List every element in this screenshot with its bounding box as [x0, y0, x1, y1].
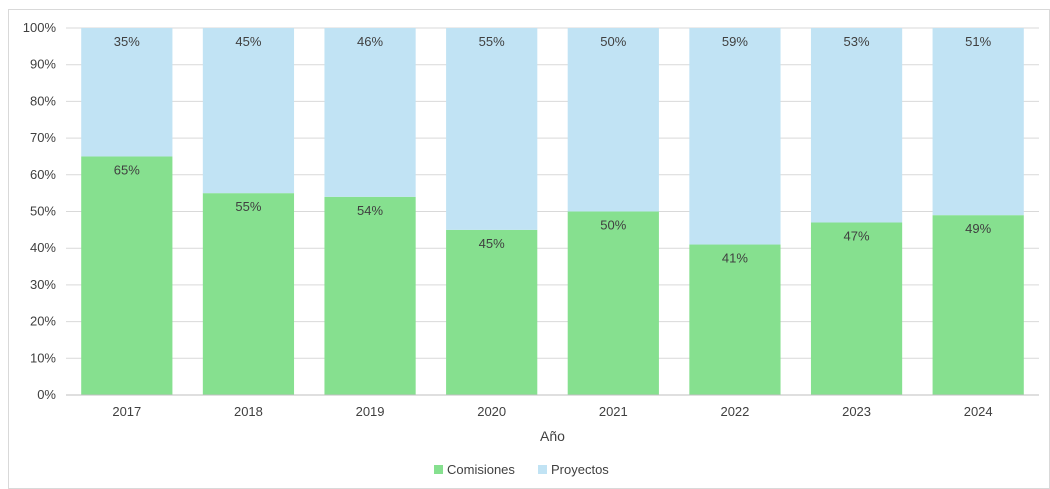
- x-tick-label: 2020: [477, 404, 506, 419]
- y-tick-label: 40%: [30, 240, 56, 255]
- y-tick-label: 0%: [37, 387, 56, 402]
- y-tick-label: 10%: [30, 350, 56, 365]
- y-tick-label: 30%: [30, 277, 56, 292]
- x-tick-label: 2023: [842, 404, 871, 419]
- bar-proyectos-2020: [446, 28, 538, 230]
- y-tick-label: 70%: [30, 130, 56, 145]
- data-label: 45%: [479, 236, 505, 251]
- y-tick-label: 80%: [30, 93, 56, 108]
- bar-comisiones-2020: [446, 229, 538, 395]
- data-label: 49%: [965, 221, 991, 236]
- x-tick-label: 2019: [356, 404, 385, 419]
- y-tick-label: 20%: [30, 314, 56, 329]
- bar-proyectos-2018: [202, 28, 295, 194]
- data-label: 51%: [965, 34, 991, 49]
- bar-comisiones-2022: [689, 244, 781, 395]
- x-tick-label: 2017: [112, 404, 141, 419]
- bar-proyectos-2021: [567, 28, 659, 212]
- legend-swatch-proyectos: [538, 465, 547, 474]
- x-tick-label: 2022: [720, 404, 749, 419]
- legend-label-comisiones: Comisiones: [447, 462, 515, 477]
- bar-comisiones-2019: [324, 196, 416, 395]
- bar-proyectos-2024: [932, 28, 1024, 216]
- bar-comisiones-2021: [567, 211, 659, 395]
- data-label: 50%: [600, 34, 626, 49]
- bar-proyectos-2022: [689, 28, 781, 245]
- x-tick-label: 2024: [964, 404, 993, 419]
- x-axis-title: Año: [540, 428, 565, 444]
- bar-comisiones-2017: [81, 156, 173, 395]
- data-label: 53%: [844, 34, 870, 49]
- y-tick-label: 50%: [30, 204, 56, 219]
- y-tick-label: 90%: [30, 57, 56, 72]
- bar-comisiones-2023: [810, 222, 903, 395]
- x-tick-label: 2018: [234, 404, 263, 419]
- stacked-bar-chart: 0% 10% 20% 30% 40% 50% 60% 70% 80% 90% 100% 65% 35% 2…: [23, 20, 1039, 477]
- y-tick-label: 100%: [23, 20, 57, 35]
- legend-label-proyectos: Proyectos: [551, 462, 609, 477]
- bar-proyectos-2023: [810, 28, 903, 223]
- bar-comisiones-2018: [202, 193, 295, 395]
- data-label: 54%: [357, 203, 383, 218]
- data-label: 65%: [114, 162, 140, 177]
- data-label: 59%: [722, 34, 748, 49]
- legend-swatch-comisiones: [434, 465, 443, 474]
- data-label: 55%: [479, 34, 505, 49]
- x-tick-label: 2021: [599, 404, 628, 419]
- data-label: 47%: [844, 229, 870, 244]
- data-label: 50%: [600, 218, 626, 233]
- bar-proyectos-2017: [81, 28, 173, 157]
- y-tick-label: 60%: [30, 167, 56, 182]
- data-label: 41%: [722, 251, 748, 266]
- data-label: 55%: [235, 199, 261, 214]
- bar-proyectos-2019: [324, 28, 416, 197]
- data-label: 35%: [114, 34, 140, 49]
- data-label: 46%: [357, 34, 383, 49]
- bar-comisiones-2024: [932, 215, 1024, 395]
- chart-frame: 0% 10% 20% 30% 40% 50% 60% 70% 80% 90% 100% 65% 35% 2…: [8, 9, 1050, 489]
- data-label: 45%: [235, 34, 261, 49]
